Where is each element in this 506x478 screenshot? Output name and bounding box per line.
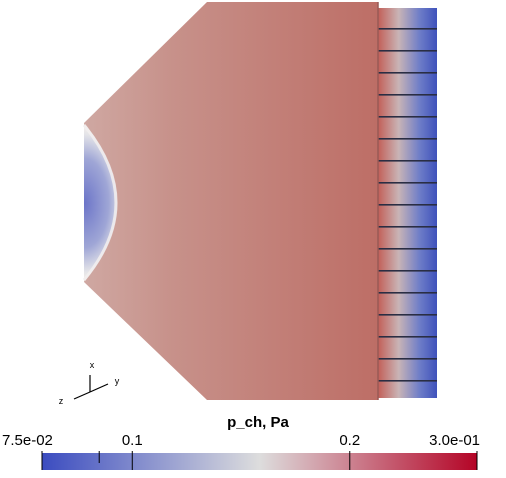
- axes-triad: [73, 375, 109, 400]
- colorbar-title: p_ch, Pa: [227, 414, 289, 431]
- channel-walls: [378, 8, 437, 398]
- triad-y-axis: [89, 383, 109, 393]
- domain: [84, 2, 378, 400]
- colorbar-tick-label: 3.0e-01: [429, 432, 480, 449]
- triad-z-label: z: [59, 396, 64, 406]
- triad-z-axis: [73, 391, 91, 400]
- triad-y-label: y: [115, 376, 120, 386]
- colorbar-tick-label: 0.1: [122, 432, 143, 449]
- field-plot: [82, 2, 437, 400]
- pressure-front: [82, 124, 118, 281]
- colorbar: [42, 453, 477, 470]
- colorbar-tick-label: 0.2: [339, 432, 360, 449]
- triad-x-label: x: [90, 360, 95, 370]
- colorbar-tick-label: 7.5e-02: [2, 432, 53, 449]
